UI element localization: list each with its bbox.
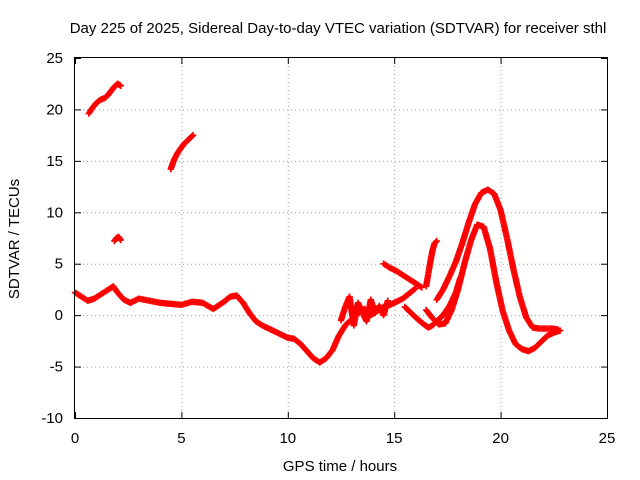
trace-marker (188, 132, 196, 140)
series-early-high-arc (85, 80, 124, 117)
trace-marker (411, 286, 418, 293)
data-points (71, 80, 564, 366)
series-main-track (71, 283, 419, 366)
data-point (418, 284, 426, 291)
series-scattered-cluster (337, 293, 392, 329)
x-tick-label: 10 (279, 430, 296, 447)
x-tick-label: 5 (177, 430, 185, 447)
data-point (117, 236, 124, 244)
series-spike-16.5h (422, 237, 440, 290)
y-tick-label: 5 (55, 256, 63, 273)
series-rising-branch-15h (380, 260, 426, 291)
chart-title: Day 225 of 2025, Sidereal Day-to-day VTE… (70, 20, 607, 37)
y-axis-label: SDTVAR / TECUs (6, 179, 23, 299)
grid (75, 58, 607, 418)
x-tick-label: 20 (492, 430, 509, 447)
x-tick-label: 15 (386, 430, 403, 447)
y-tick-label: 15 (46, 153, 63, 170)
plot-frame (74, 57, 608, 419)
data-point (433, 237, 440, 245)
series-mid-high-arc (167, 131, 197, 173)
y-tick-label: 25 (46, 50, 63, 67)
y-tick-label: 0 (55, 307, 63, 324)
series-short-segment-2h (111, 233, 124, 245)
data-point (117, 82, 124, 89)
axis-ticks: 0 5 10 15 20 25 -10 -5 0 5 10 15 20 25 (41, 50, 615, 447)
series-peak-inner (422, 221, 564, 355)
x-tick-label: 0 (71, 430, 79, 447)
y-tick-label: 20 (46, 101, 63, 118)
data-point (384, 297, 392, 304)
y-tick-label: -10 (41, 410, 63, 427)
x-tick-label: 25 (599, 430, 616, 447)
y-tick-label: -5 (50, 359, 63, 376)
data-point (556, 327, 564, 334)
data-point (189, 131, 197, 139)
x-axis-label: GPS time / hours (283, 458, 397, 475)
y-tick-label: 10 (46, 204, 63, 221)
trace-marker (417, 283, 424, 290)
trace-marker (432, 238, 439, 246)
